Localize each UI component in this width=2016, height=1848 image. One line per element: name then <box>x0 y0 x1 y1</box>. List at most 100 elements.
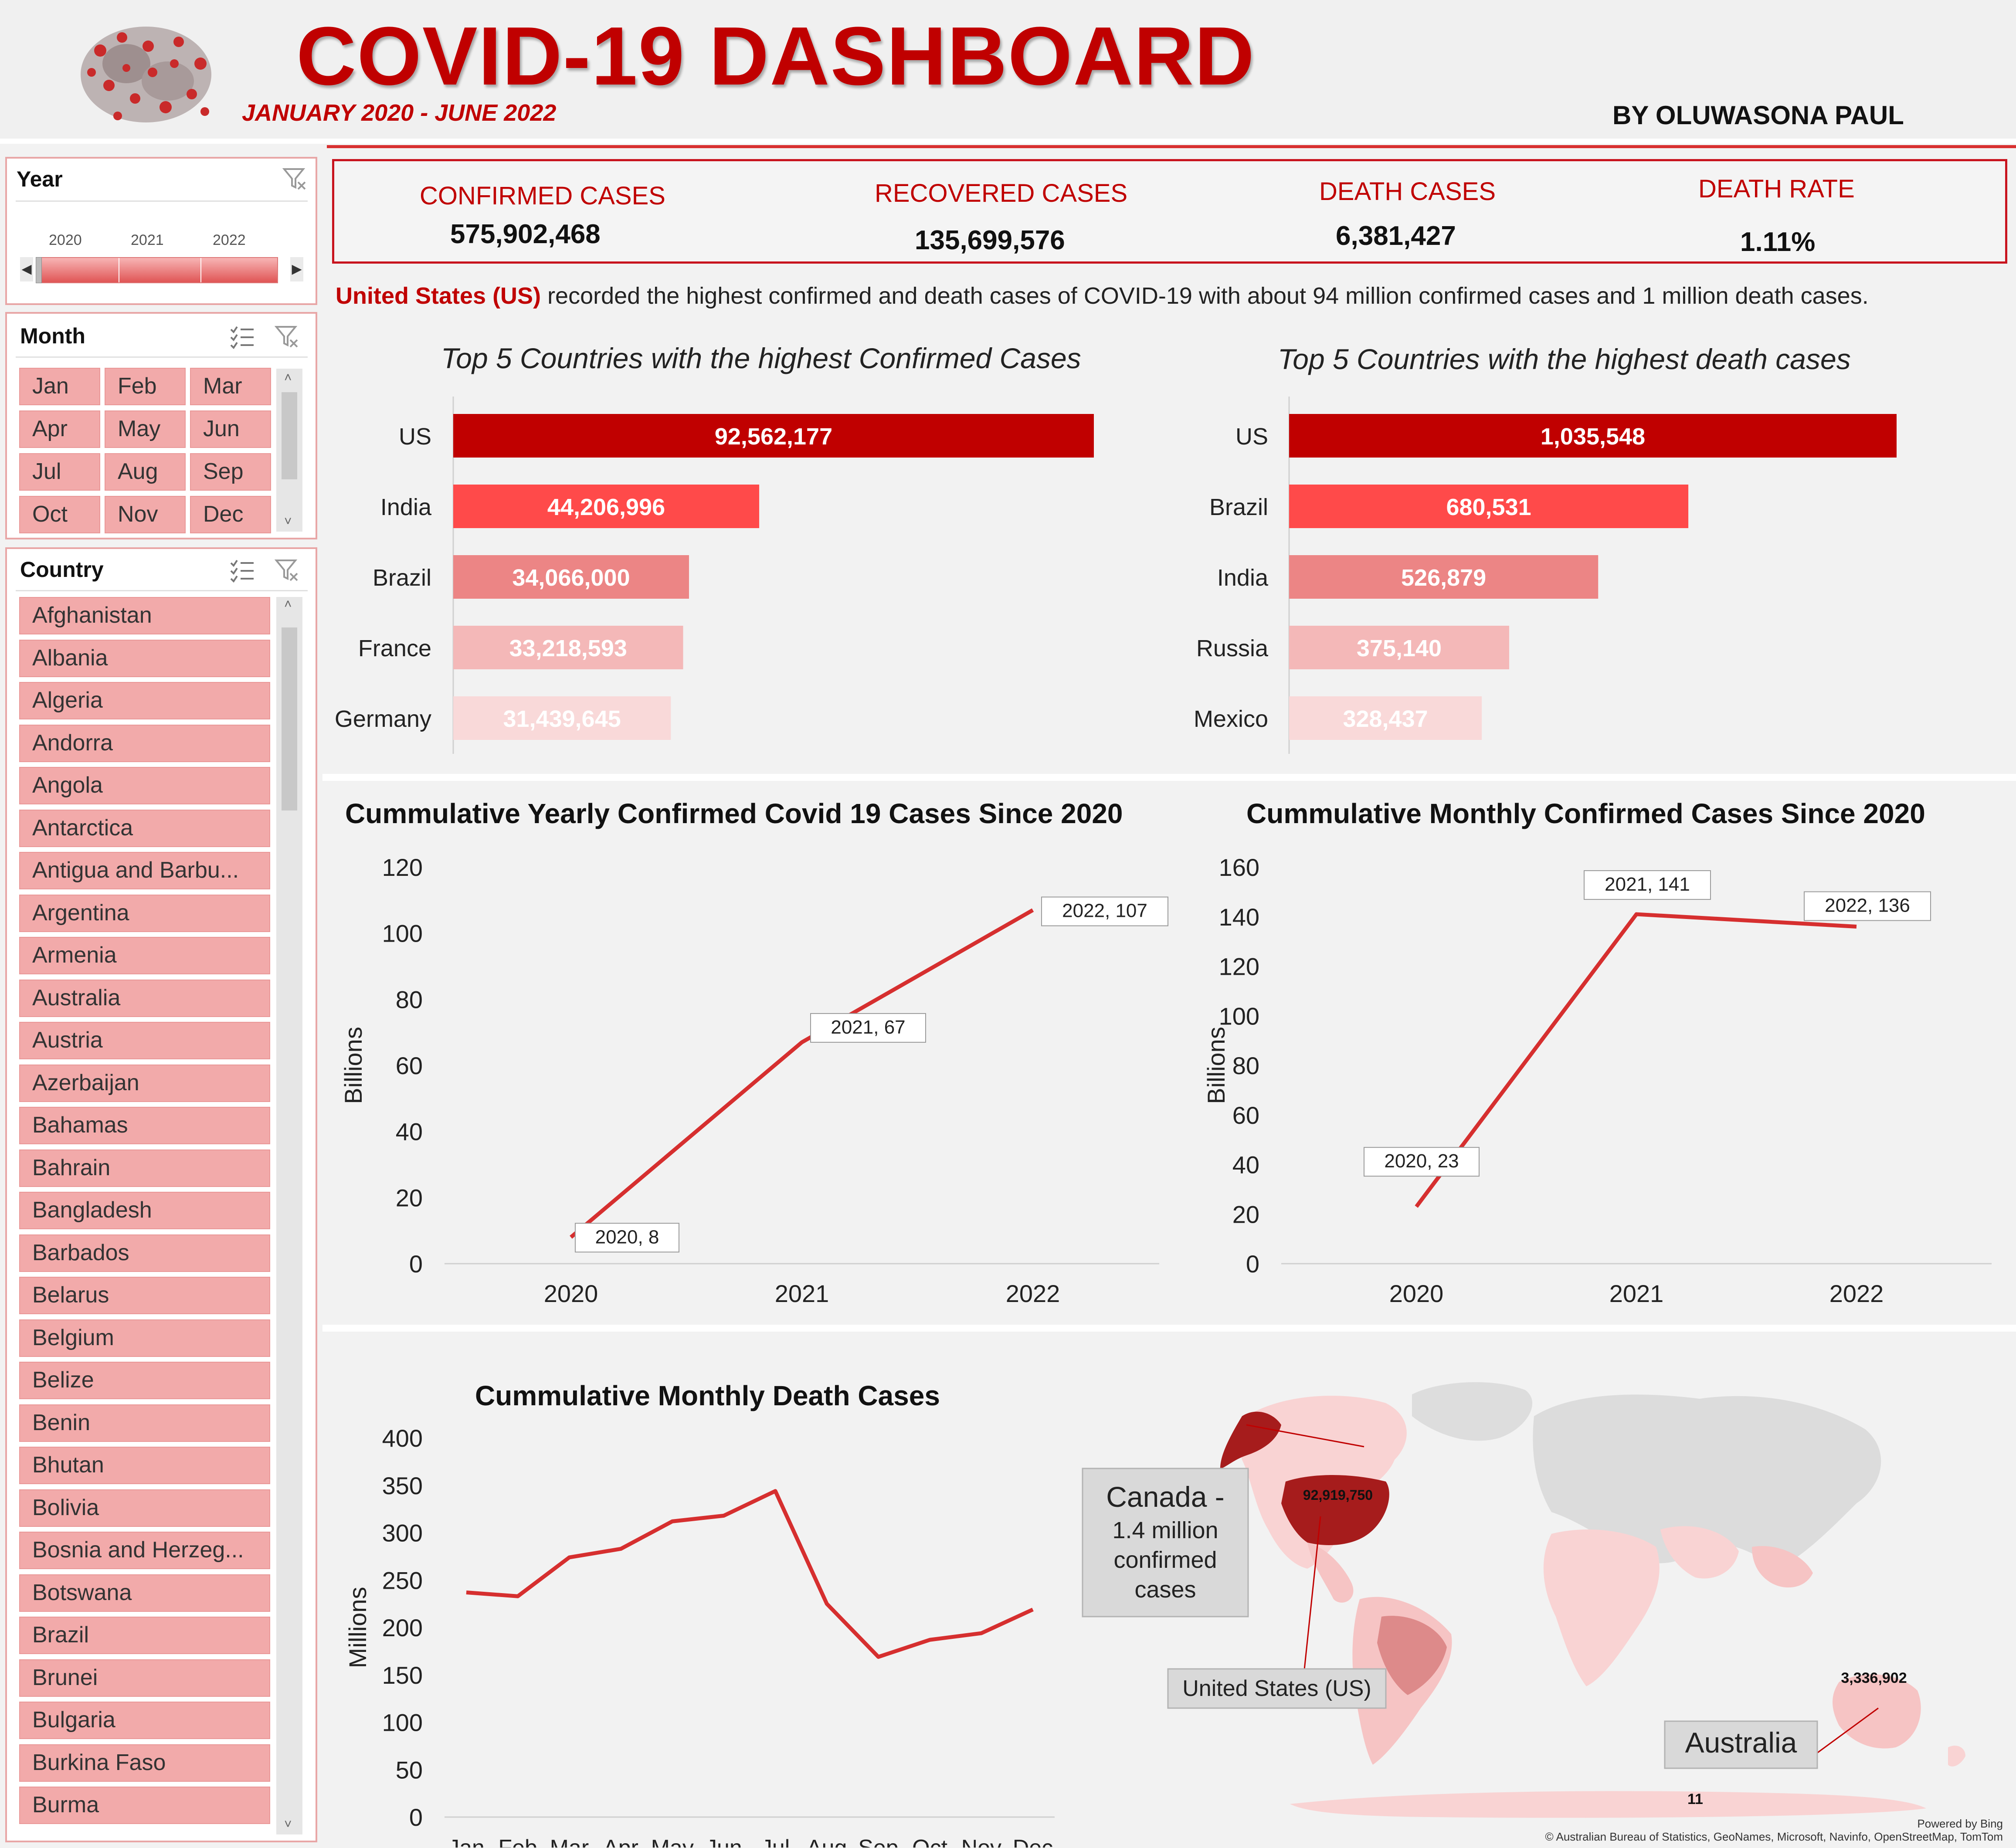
timeline-scroll-right-icon[interactable]: ▶ <box>290 257 303 281</box>
country-tile[interactable]: Burma <box>19 1787 270 1824</box>
country-tile[interactable]: Armenia <box>19 937 270 974</box>
month-tile-dec[interactable]: Dec <box>190 496 271 533</box>
country-tile[interactable]: Afghanistan <box>19 597 270 634</box>
country-tile[interactable]: Brazil <box>19 1617 270 1654</box>
x-tick-label: 2022 <box>1829 1280 1884 1307</box>
scroll-down-icon[interactable]: ˅ <box>284 1817 292 1831</box>
month-tile-feb[interactable]: Feb <box>105 368 186 405</box>
y-tick-label: 400 <box>382 1424 423 1452</box>
scroll-up-icon[interactable]: ˄ <box>284 370 292 385</box>
year-slicer: Year 2020 2021 2022 ◀ ▶ <box>5 157 317 305</box>
multi-select-icon[interactable] <box>229 557 255 583</box>
month-tile-jun[interactable]: Jun <box>190 410 271 448</box>
country-tile[interactable]: Andorra <box>19 724 270 762</box>
bar-value-label: 31,439,645 <box>503 706 621 732</box>
southeast-asia-shape <box>1752 1546 1813 1588</box>
y-tick-label: 120 <box>382 854 423 881</box>
month-tile-may[interactable]: May <box>105 410 186 448</box>
country-tile[interactable]: Albania <box>19 639 270 677</box>
y-tick-label: 200 <box>382 1614 423 1641</box>
country-tile[interactable]: Bolivia <box>19 1489 270 1527</box>
data-label-box <box>1804 891 1931 921</box>
insight-highlight: United States (US) <box>336 283 541 309</box>
month-tile-nov[interactable]: Nov <box>105 496 186 533</box>
bar-us <box>453 414 1094 458</box>
section-separator <box>322 1325 2016 1332</box>
data-label: 2021, 141 <box>1605 874 1690 895</box>
scroll-up-icon[interactable]: ˄ <box>284 597 292 611</box>
clear-filter-icon[interactable] <box>274 323 300 349</box>
country-tile[interactable]: Australia <box>19 979 270 1017</box>
country-tile[interactable]: Azerbaijan <box>19 1064 270 1102</box>
country-tile[interactable]: Bahrain <box>19 1149 270 1187</box>
confirmed-bar-chart-title: Top 5 Countries with the highest Confirm… <box>441 342 1081 374</box>
country-tile[interactable]: Bhutan <box>19 1447 270 1484</box>
kpi-confirmed-label: CONFIRMED CASES <box>420 182 665 210</box>
country-tile[interactable]: Belgium <box>19 1319 270 1357</box>
bar-germany <box>453 696 671 740</box>
bar-france <box>453 626 683 669</box>
month-tile-aug[interactable]: Aug <box>105 453 186 491</box>
month-tile-sep[interactable]: Sep <box>190 453 271 491</box>
insight-body: recorded the highest confirmed and death… <box>541 283 1869 309</box>
south-asia-shape <box>1660 1526 1739 1579</box>
y-axis-label: Billions <box>339 1027 367 1104</box>
death-bar-chart: US 1,035,548 Brazil 680,531 India 526,879 Russ… <box>1194 397 1897 754</box>
y-tick-label: 140 <box>1219 903 1259 931</box>
country-tile[interactable]: Bulgaria <box>19 1702 270 1739</box>
country-tile[interactable]: Bosnia and Herzeg... <box>19 1532 270 1569</box>
month-tile-mar[interactable]: Mar <box>190 368 271 405</box>
country-slicer-divider <box>16 590 308 591</box>
bar-category-label: Germany <box>335 706 431 732</box>
y-tick-label: 50 <box>396 1756 423 1784</box>
x-tick-label: Aug <box>807 1835 847 1848</box>
country-tile[interactable]: Belize <box>19 1362 270 1399</box>
country-tile[interactable]: Algeria <box>19 682 270 719</box>
data-label: 2021, 67 <box>831 1017 905 1038</box>
scroll-down-icon[interactable]: ˅ <box>284 514 292 529</box>
data-label: 2020, 23 <box>1384 1150 1459 1172</box>
country-tile[interactable]: Bangladesh <box>19 1192 270 1229</box>
bar-value-label: 328,437 <box>1343 706 1428 732</box>
bar-us <box>1289 414 1897 458</box>
header-band <box>0 0 2016 139</box>
world-map[interactable]: Canada - 1.4 million confirmed cases Uni… <box>1081 1364 2013 1826</box>
canada-callout-line-3: confirmed <box>1113 1547 1217 1573</box>
x-tick-label: 2021 <box>1609 1280 1664 1307</box>
month-tile-jul[interactable]: Jul <box>19 453 100 491</box>
virus-icon <box>81 27 211 122</box>
country-tile[interactable]: Antigua and Barbu... <box>19 852 270 889</box>
map-credit-powered: Powered by Bing <box>1917 1817 2003 1830</box>
country-tile[interactable]: Angola <box>19 767 270 804</box>
clear-filter-icon[interactable] <box>282 166 308 192</box>
bar-india <box>1289 555 1599 599</box>
month-scroll-thumb[interactable] <box>282 392 297 479</box>
country-tile[interactable]: Antarctica <box>19 809 270 847</box>
country-tile[interactable]: Botswana <box>19 1574 270 1612</box>
date-range-subtitle: JANUARY 2020 - JUNE 2022 <box>242 100 557 126</box>
country-scroll-thumb[interactable] <box>282 627 297 810</box>
header-red-rule <box>327 145 2016 148</box>
country-tile[interactable]: Benin <box>19 1404 270 1442</box>
timeline-range-bar[interactable] <box>36 257 278 283</box>
month-tile-oct[interactable]: Oct <box>19 496 100 533</box>
country-tile[interactable]: Argentina <box>19 894 270 932</box>
bar-mexico <box>1289 696 1482 740</box>
country-tile[interactable]: Belarus <box>19 1277 270 1314</box>
country-tile[interactable]: Austria <box>19 1022 270 1059</box>
month-tile-jan[interactable]: Jan <box>19 368 100 405</box>
y-axis-label: Billions <box>1202 1027 1230 1104</box>
clear-filter-icon[interactable] <box>274 557 300 583</box>
multi-select-icon[interactable] <box>229 323 255 349</box>
timeline-handle-left[interactable] <box>36 257 42 283</box>
y-tick-label: 60 <box>1232 1102 1259 1129</box>
country-tile[interactable]: Brunei <box>19 1659 270 1697</box>
country-tile[interactable]: Burkina Faso <box>19 1744 270 1782</box>
month-tile-apr[interactable]: Apr <box>19 410 100 448</box>
bar-value-label: 680,531 <box>1446 494 1531 520</box>
country-slicer: Country Afghanistan Albania Algeria Andorra… <box>5 547 317 1842</box>
country-tile[interactable]: Bahamas <box>19 1107 270 1144</box>
data-label-box <box>1584 870 1711 900</box>
timeline-scroll-left-icon[interactable]: ◀ <box>20 257 33 281</box>
country-tile[interactable]: Barbados <box>19 1234 270 1272</box>
